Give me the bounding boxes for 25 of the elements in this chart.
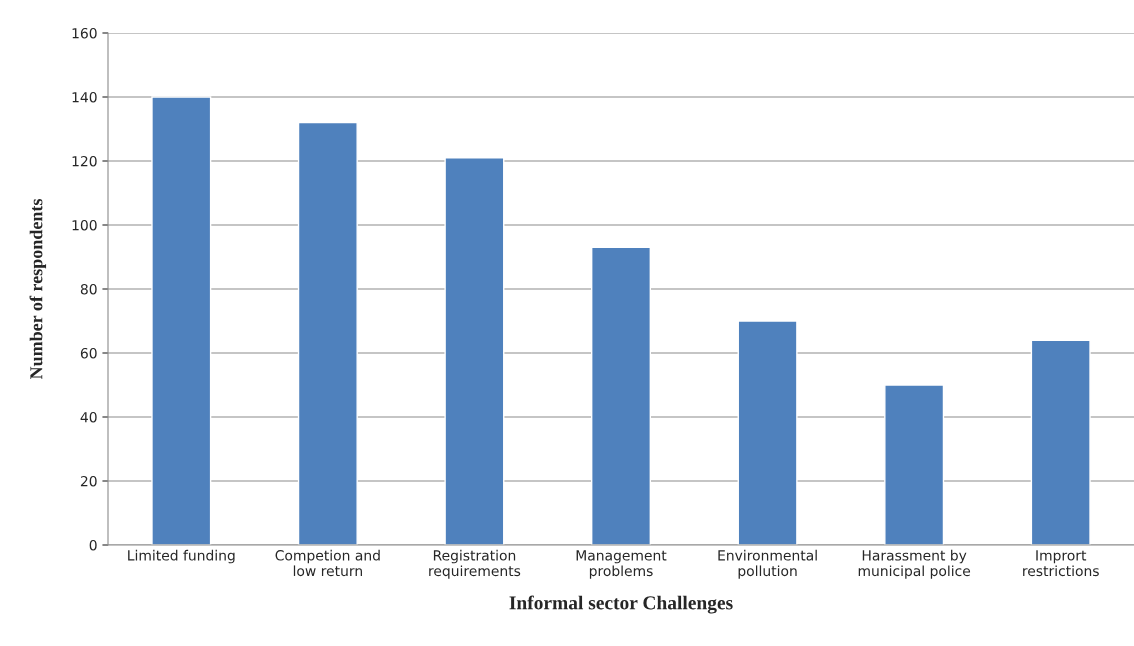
y-axis-title: Number of respondents bbox=[29, 198, 47, 380]
x-tick-label: Environmental pollution bbox=[718, 549, 817, 579]
bar bbox=[590, 246, 652, 545]
y-tick-label: 100 bbox=[72, 219, 97, 231]
x-tick-label: Competion and low return bbox=[275, 549, 380, 577]
x-tick-label: Management problems bbox=[576, 550, 667, 579]
bar bbox=[297, 121, 358, 545]
x-tick-label: Registration requirements bbox=[429, 549, 521, 579]
x-tick-label: Harassment by municipal police bbox=[858, 549, 971, 579]
bar bbox=[1030, 339, 1091, 545]
y-tick-label: 120 bbox=[72, 155, 97, 167]
bar bbox=[444, 157, 505, 545]
y-tick-label: 40 bbox=[80, 411, 97, 423]
y-tick-label: 0 bbox=[89, 539, 97, 551]
y-tick-label: 80 bbox=[80, 283, 97, 295]
x-axis-title: Informal sector Challenges bbox=[509, 595, 733, 614]
y-tick-label: 140 bbox=[72, 91, 97, 103]
y-tick-label: 20 bbox=[80, 475, 97, 487]
x-tick-label: Imprort restrictions bbox=[1023, 550, 1099, 577]
bar bbox=[151, 96, 212, 545]
y-tick-label: 60 bbox=[80, 347, 97, 359]
x-tick-label: Limited funding bbox=[128, 549, 235, 564]
bar bbox=[737, 320, 798, 545]
y-tick-label: 160 bbox=[72, 27, 97, 39]
bar bbox=[884, 384, 945, 545]
